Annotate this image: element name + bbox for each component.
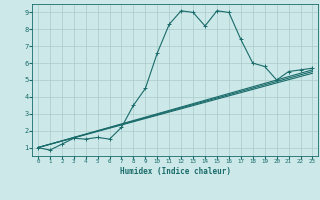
X-axis label: Humidex (Indice chaleur): Humidex (Indice chaleur) [120, 167, 231, 176]
